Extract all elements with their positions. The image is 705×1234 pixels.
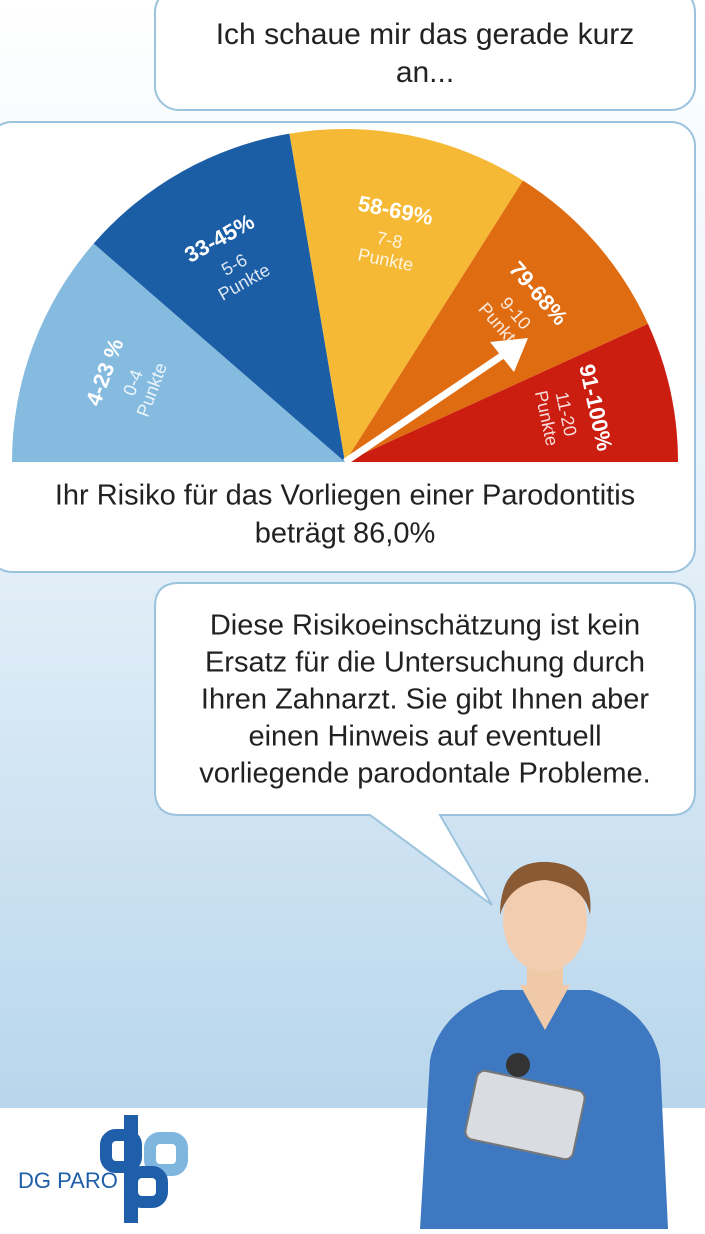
bubble-text: Diese Risikoeinschätzung ist kein <box>210 610 640 642</box>
bubble-text-group: Diese Risikoeinschätzung ist kein Ersatz… <box>199 610 650 790</box>
bubble-text: vorliegende parodontale Probleme. <box>199 758 650 790</box>
result-text: beträgt 86,0% <box>255 518 436 550</box>
logo: DG PARO <box>18 1115 188 1223</box>
gauge: 4-23 %0-4Punkte33-45%5-6Punkte58-69%7-8P… <box>12 129 678 465</box>
gauge-segment <box>345 180 649 462</box>
logo-text: DG PARO <box>18 1168 118 1193</box>
dentist-illustration <box>420 861 668 1229</box>
result-text: Ihr Risiko für das Vorliegen einer Parod… <box>55 480 635 512</box>
bubble-text: an... <box>396 56 454 89</box>
speech-bubble <box>154 0 696 111</box>
gauge-segment <box>289 129 523 463</box>
bubble-text: Ich schaue mir das gerade kurz <box>216 18 635 51</box>
gauge-arrowhead <box>490 338 528 372</box>
gauge-segment <box>12 243 345 462</box>
bubble-text: einen Hinweis auf eventuell <box>248 721 601 753</box>
bubble-text: Ersatz für die Untersuchung durch <box>205 647 645 679</box>
gauge-segment <box>345 323 678 462</box>
speech-bubble <box>154 582 696 906</box>
gauge-arrow <box>343 352 505 465</box>
bubble-text: Ihren Zahnarzt. Sie gibt Ihnen aber <box>201 684 650 716</box>
gauge-segment <box>93 133 346 462</box>
